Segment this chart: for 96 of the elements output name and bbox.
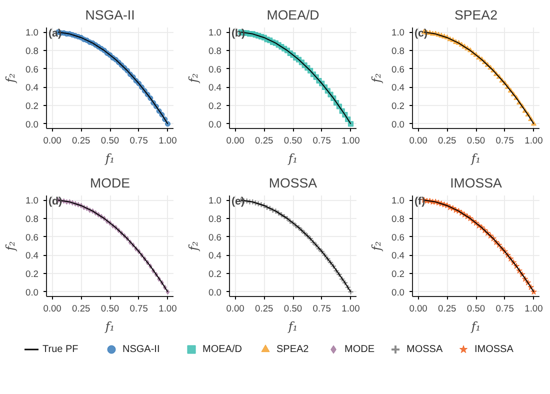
x-tick-label: 0.50 bbox=[100, 304, 120, 314]
x-tick-label: 0.25 bbox=[438, 304, 456, 314]
x-tick-label: 0.75 bbox=[130, 136, 148, 146]
x-tick-label: 1.00 bbox=[524, 136, 543, 146]
annotation: (d) bbox=[48, 196, 63, 208]
y-tick-label: 0.4 bbox=[26, 82, 38, 93]
x-tick-label: 0.50 bbox=[284, 136, 302, 146]
y-tick-label: 0.0 bbox=[26, 287, 38, 298]
y-tick-label: 1.0 bbox=[208, 28, 222, 38]
x-tick-label: 0.75 bbox=[312, 136, 331, 146]
y-axis-title: f₂ bbox=[4, 73, 18, 84]
y-axis-title: f₂ bbox=[4, 241, 18, 252]
x-tick-label: 1.00 bbox=[158, 304, 177, 314]
y-tick-label: 0.8 bbox=[208, 214, 222, 224]
y-tick-label: 0.2 bbox=[208, 269, 222, 280]
y-tick-label: 0.0 bbox=[208, 119, 222, 130]
chart-title: SPEA2 bbox=[454, 8, 498, 22]
x-tick-label: 0.50 bbox=[284, 304, 302, 314]
y-tick-label: 1.0 bbox=[392, 28, 404, 38]
chart-title: IMOSSA bbox=[450, 176, 502, 190]
y-tick-label: 0.4 bbox=[208, 250, 222, 261]
y-tick-label: 0.6 bbox=[392, 64, 404, 74]
y-tick-label: 0.8 bbox=[392, 214, 404, 224]
y-tick-label: 0.2 bbox=[26, 101, 38, 112]
y-tick-label: 0.2 bbox=[392, 269, 404, 280]
x-axis-title: f₁ bbox=[104, 320, 115, 334]
y-tick-label: 0.0 bbox=[26, 119, 38, 130]
x-tick-label: 1.00 bbox=[342, 304, 360, 314]
y-tick-label: 0.4 bbox=[26, 250, 38, 261]
y-tick-label: 0.8 bbox=[208, 46, 222, 56]
legend-label: NSGA-II bbox=[122, 344, 160, 355]
legend-label: SPEA2 bbox=[276, 344, 309, 355]
annotation: (c) bbox=[414, 28, 428, 40]
chart-title: MOEA/D bbox=[266, 8, 320, 22]
legend-label: MODE bbox=[344, 344, 374, 355]
x-tick-label: 0.25 bbox=[72, 304, 90, 314]
y-tick-label: 0.6 bbox=[208, 64, 222, 74]
y-tick-label: 0.6 bbox=[26, 64, 38, 74]
y-tick-label: 0.6 bbox=[26, 232, 38, 242]
x-axis-title: f₁ bbox=[470, 320, 481, 334]
x-tick-label: 0.00 bbox=[226, 304, 244, 314]
x-tick-label: 0.25 bbox=[255, 136, 274, 146]
x-tick-label: 1.00 bbox=[524, 304, 543, 314]
chart-title: MODE bbox=[90, 176, 130, 190]
y-axis-title: f₂ bbox=[370, 73, 384, 84]
y-tick-label: 1.0 bbox=[26, 196, 38, 206]
x-tick-label: 0.75 bbox=[496, 136, 514, 146]
x-tick-label: 0.75 bbox=[130, 304, 148, 314]
y-tick-label: 1.0 bbox=[26, 28, 38, 38]
x-tick-label: 0.00 bbox=[409, 304, 428, 314]
annotation: (e) bbox=[232, 196, 245, 208]
x-axis-title: f₁ bbox=[104, 152, 115, 166]
x-tick-label: 0.50 bbox=[466, 136, 486, 146]
x-tick-label: 0.75 bbox=[312, 304, 331, 314]
chart-title: MOSSA bbox=[268, 176, 318, 190]
y-tick-label: 0.4 bbox=[392, 250, 404, 261]
x-tick-label: 0.00 bbox=[43, 304, 62, 314]
legend-label: MOEA/D bbox=[202, 344, 242, 355]
legend-label: MOSSA bbox=[406, 344, 442, 355]
x-tick-label: 0.75 bbox=[496, 304, 514, 314]
legend-label: True PF bbox=[42, 344, 78, 355]
annotation: (a) bbox=[48, 28, 62, 40]
y-tick-label: 0.0 bbox=[208, 287, 222, 298]
y-tick-label: 0.2 bbox=[392, 101, 404, 112]
x-axis-title: f₁ bbox=[287, 152, 298, 166]
y-tick-label: 0.6 bbox=[208, 232, 222, 242]
y-tick-label: 1.0 bbox=[392, 196, 404, 206]
chart-title: NSGA-II bbox=[85, 8, 135, 22]
x-tick-label: 0.00 bbox=[226, 136, 244, 146]
y-tick-label: 0.2 bbox=[208, 101, 222, 112]
y-axis-title: f₂ bbox=[186, 73, 201, 84]
x-tick-label: 0.00 bbox=[43, 136, 62, 146]
x-tick-label: 1.00 bbox=[342, 136, 360, 146]
y-tick-label: 1.0 bbox=[208, 196, 222, 206]
x-tick-label: 0.50 bbox=[466, 304, 486, 314]
y-tick-label: 0.4 bbox=[208, 82, 222, 93]
x-axis-title: f₁ bbox=[287, 320, 298, 334]
x-tick-label: 0.25 bbox=[255, 304, 274, 314]
y-tick-label: 0.8 bbox=[26, 214, 38, 224]
legend-label: IMOSSA bbox=[474, 344, 514, 355]
y-axis-title: f₂ bbox=[186, 241, 201, 252]
x-tick-label: 0.00 bbox=[409, 136, 428, 146]
x-tick-label: 0.25 bbox=[72, 136, 90, 146]
y-tick-label: 0.2 bbox=[26, 269, 38, 280]
x-tick-label: 0.25 bbox=[438, 136, 456, 146]
y-tick-label: 0.0 bbox=[392, 119, 404, 130]
y-tick-label: 0.6 bbox=[392, 232, 404, 242]
y-axis-title: f₂ bbox=[370, 241, 384, 252]
y-tick-label: 0.8 bbox=[392, 46, 404, 56]
y-tick-label: 0.0 bbox=[392, 287, 404, 298]
y-tick-label: 0.4 bbox=[392, 82, 404, 93]
y-tick-label: 0.8 bbox=[26, 46, 38, 56]
x-tick-label: 0.50 bbox=[100, 136, 120, 146]
x-axis-title: f₁ bbox=[470, 152, 481, 166]
x-tick-label: 1.00 bbox=[158, 136, 177, 146]
annotation: (f) bbox=[414, 196, 426, 208]
